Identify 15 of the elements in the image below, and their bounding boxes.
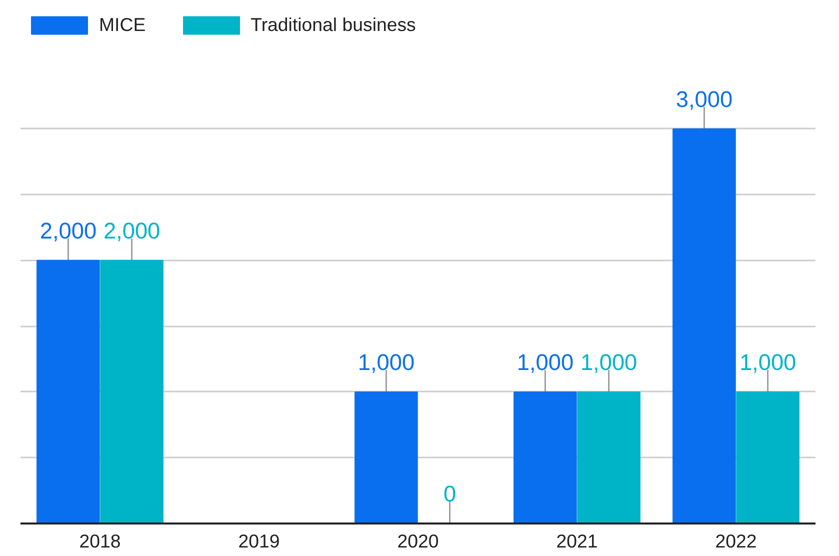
legend-label: Traditional business [250, 14, 416, 36]
x-tick-label: 2019 [238, 530, 280, 552]
x-tick-label: 2020 [397, 530, 439, 552]
data-label: 1,000 [580, 348, 638, 375]
legend-label: MICE [99, 14, 146, 36]
data-label: 1,000 [739, 348, 796, 375]
data-label: 1,000 [358, 348, 415, 375]
data-label: 2,000 [103, 217, 160, 244]
x-tick-label: 2021 [556, 530, 598, 552]
x-tick-label: 2018 [79, 530, 121, 552]
data-label: 3,000 [676, 86, 733, 112]
data-label: 1,000 [516, 348, 574, 375]
data-label: 2,000 [40, 217, 97, 244]
data-label: 0 [444, 480, 456, 506]
x-tick-label: 2022 [715, 530, 757, 552]
